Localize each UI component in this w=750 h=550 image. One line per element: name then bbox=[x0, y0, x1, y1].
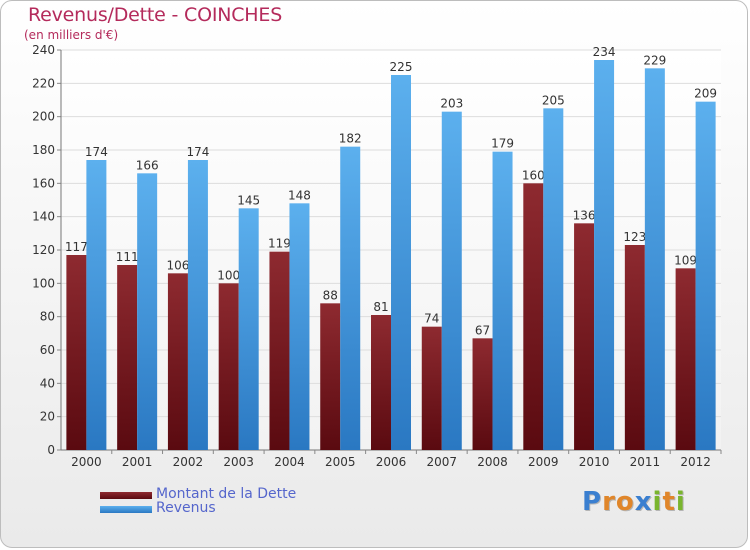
chart-subtitle: (en milliers d'€) bbox=[24, 28, 119, 42]
logo-letter: r bbox=[602, 487, 616, 517]
data-label-revenus: 174 bbox=[85, 145, 108, 159]
logo-letter: i bbox=[675, 487, 686, 517]
y-tick-label: 100 bbox=[32, 276, 55, 290]
data-label-dette: 136 bbox=[573, 208, 596, 222]
legend-swatch-dette bbox=[100, 492, 152, 499]
bar-revenus bbox=[543, 108, 564, 450]
bar-dette bbox=[66, 255, 87, 450]
x-tick-label: 2008 bbox=[477, 455, 508, 469]
x-tick-label: 2012 bbox=[680, 455, 711, 469]
y-tick-label: 240 bbox=[32, 43, 55, 57]
data-label-dette: 123 bbox=[623, 230, 646, 244]
y-tick-label: 160 bbox=[32, 176, 55, 190]
bar-dette bbox=[675, 268, 696, 450]
logo-letter: x bbox=[634, 487, 653, 517]
data-label-dette: 74 bbox=[424, 312, 439, 326]
data-label-dette: 117 bbox=[65, 240, 88, 254]
y-tick-label: 140 bbox=[32, 210, 55, 224]
data-label-revenus: 209 bbox=[694, 87, 717, 101]
bar-revenus bbox=[340, 146, 361, 450]
data-label-dette: 100 bbox=[217, 268, 240, 282]
bar-revenus bbox=[238, 208, 259, 450]
proxiti-logo: Proxiti bbox=[582, 487, 686, 517]
data-label-revenus: 203 bbox=[440, 97, 463, 111]
bar-revenus bbox=[594, 60, 615, 450]
bar-dette bbox=[371, 315, 391, 450]
bar-revenus bbox=[441, 111, 462, 451]
bar-revenus bbox=[137, 173, 158, 451]
legend-swatch-revenus bbox=[100, 506, 152, 513]
bar-dette bbox=[218, 283, 239, 450]
x-tick-label: 2009 bbox=[528, 455, 559, 469]
bar-revenus bbox=[695, 101, 716, 451]
data-label-dette: 119 bbox=[268, 237, 291, 251]
x-tick-label: 2010 bbox=[579, 455, 610, 469]
bar-dette bbox=[269, 251, 290, 450]
data-label-revenus: 234 bbox=[593, 45, 616, 59]
bar-dette bbox=[472, 338, 493, 450]
bar-dette bbox=[117, 265, 138, 450]
x-tick-label: 2006 bbox=[376, 455, 407, 469]
chart-title: Revenus/Dette - COINCHES bbox=[28, 4, 283, 26]
data-label-revenus: 179 bbox=[491, 137, 514, 151]
y-tick-label: 120 bbox=[32, 243, 55, 257]
bar-dette bbox=[574, 223, 595, 450]
bar-dette bbox=[421, 326, 442, 450]
data-label-revenus: 174 bbox=[186, 145, 209, 159]
bar-revenus bbox=[187, 160, 208, 450]
data-label-dette: 81 bbox=[373, 300, 388, 314]
data-label-revenus: 166 bbox=[136, 158, 159, 172]
x-tick-label: 2007 bbox=[426, 455, 457, 469]
data-label-revenus: 148 bbox=[288, 188, 311, 202]
data-label-revenus: 182 bbox=[339, 132, 362, 146]
bar-revenus bbox=[86, 160, 107, 450]
data-label-dette: 109 bbox=[674, 253, 697, 267]
x-tick-label: 2001 bbox=[122, 455, 153, 469]
data-label-dette: 67 bbox=[475, 323, 490, 337]
y-tick-label: 200 bbox=[32, 110, 55, 124]
bar-revenus bbox=[492, 151, 513, 450]
data-label-dette: 106 bbox=[166, 258, 189, 272]
data-label-revenus: 225 bbox=[390, 60, 413, 74]
logo-letter: P bbox=[582, 487, 603, 517]
y-tick-label: 60 bbox=[40, 343, 55, 357]
y-tick-label: 40 bbox=[40, 376, 55, 390]
logo-letter: i bbox=[652, 487, 663, 517]
data-label-revenus: 145 bbox=[237, 193, 260, 207]
bar-dette bbox=[523, 183, 544, 451]
data-label-dette: 88 bbox=[323, 288, 338, 302]
logo-letter: o bbox=[615, 487, 635, 517]
logo-letter: t bbox=[662, 487, 676, 517]
legend-label-dette: Montant de la Dette bbox=[156, 486, 297, 502]
data-label-dette: 160 bbox=[522, 168, 545, 182]
x-tick-label: 2005 bbox=[325, 455, 356, 469]
data-label-dette: 111 bbox=[116, 250, 139, 264]
x-tick-label: 2003 bbox=[223, 455, 254, 469]
legend-label-revenus: Revenus bbox=[156, 500, 216, 516]
y-tick-label: 80 bbox=[40, 310, 55, 324]
bar-revenus bbox=[289, 203, 310, 450]
y-tick-label: 0 bbox=[47, 443, 55, 457]
y-tick-label: 220 bbox=[32, 76, 55, 90]
bar-dette bbox=[320, 303, 341, 450]
x-tick-label: 2011 bbox=[630, 455, 661, 469]
bar-dette bbox=[624, 245, 645, 450]
bar-revenus bbox=[644, 68, 665, 450]
bar-revenus bbox=[391, 75, 411, 450]
bar-dette bbox=[167, 273, 188, 450]
data-label-revenus: 205 bbox=[542, 93, 565, 107]
y-tick-label: 20 bbox=[40, 410, 55, 424]
x-tick-label: 2002 bbox=[173, 455, 204, 469]
x-tick-label: 2004 bbox=[274, 455, 305, 469]
data-label-revenus: 229 bbox=[643, 53, 666, 67]
y-tick-label: 180 bbox=[32, 143, 55, 157]
x-tick-label: 2000 bbox=[71, 455, 102, 469]
